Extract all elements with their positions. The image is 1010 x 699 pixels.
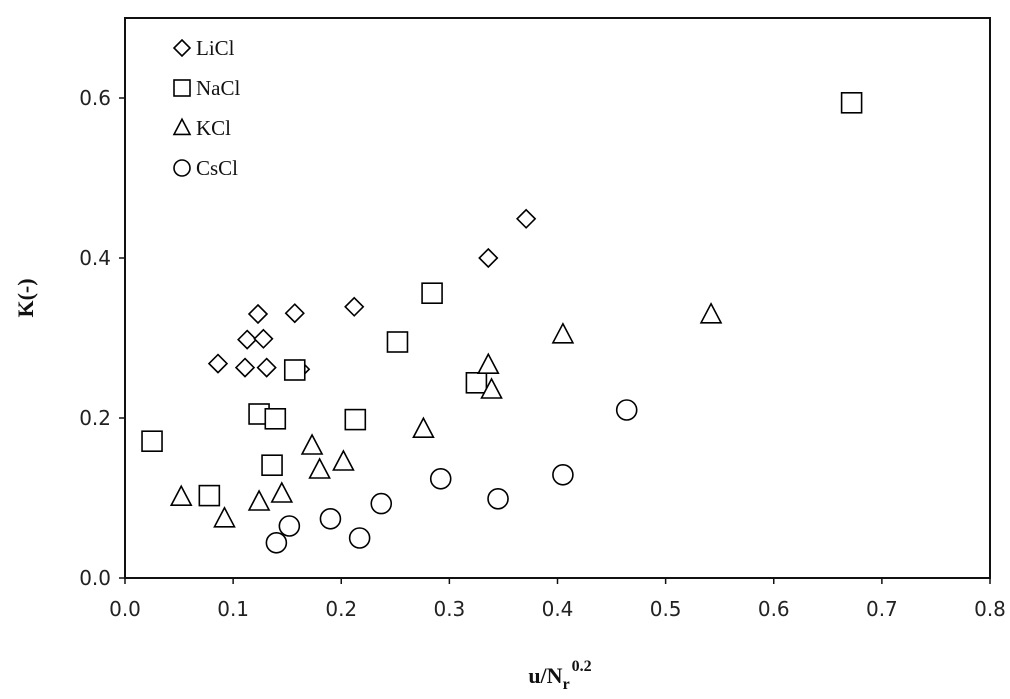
y-tick-label: 0.6: [79, 86, 111, 110]
point: [429, 467, 452, 490]
point: [412, 416, 435, 439]
point: [478, 247, 499, 269]
point: [615, 399, 638, 421]
point: [265, 531, 288, 554]
legend-marker: [172, 38, 192, 58]
point: [421, 282, 443, 305]
x-tick-label: 0.6: [758, 597, 790, 621]
point: [234, 357, 256, 378]
point: [256, 357, 277, 378]
x-axis-label-sup: 0.2: [572, 658, 592, 675]
legend-marker: [172, 117, 192, 136]
point: [551, 322, 575, 344]
point: [198, 484, 221, 507]
y-tick-label: 0.0: [79, 566, 111, 590]
x-axis-label-sub: r: [563, 676, 570, 693]
x-tick-label: 0.2: [325, 597, 357, 621]
point: [344, 296, 365, 317]
point: [207, 353, 229, 374]
x-axis-label-base: u/N: [528, 663, 562, 688]
point: [840, 92, 863, 114]
point: [480, 377, 503, 399]
point: [237, 329, 258, 350]
point: [261, 454, 283, 477]
point: [487, 487, 509, 510]
legend-marker: [173, 159, 191, 177]
x-tick-label: 0.8: [974, 597, 1006, 621]
x-tick-label: 0.0: [109, 597, 141, 621]
y-axis-label: K(-): [13, 278, 38, 317]
legend-label: LiCl: [196, 36, 235, 60]
x-tick-label: 0.3: [433, 597, 465, 621]
point: [247, 489, 271, 511]
legend-marker: [173, 79, 191, 97]
point: [465, 371, 488, 394]
point: [516, 208, 537, 229]
point: [284, 303, 305, 324]
x-tick-label: 0.4: [542, 597, 574, 621]
x-tick-label: 0.5: [650, 597, 682, 621]
point: [283, 359, 306, 381]
point: [348, 527, 371, 549]
y-tick-label: 0.2: [79, 406, 111, 430]
y-tick-label: 0.4: [79, 246, 111, 270]
point: [699, 302, 723, 324]
point: [344, 408, 367, 431]
point: [308, 457, 331, 479]
point: [386, 331, 409, 353]
legend-label: CsCl: [196, 156, 238, 180]
point: [141, 430, 163, 453]
legend-label: KCl: [196, 116, 231, 140]
x-tick-label: 0.7: [866, 597, 898, 621]
point: [476, 352, 500, 375]
x-axis-label: u/Nr0.2: [528, 658, 591, 693]
point: [247, 303, 269, 325]
legend-label: NaCl: [196, 76, 240, 100]
point: [300, 433, 324, 455]
point: [253, 328, 274, 349]
point: [270, 481, 294, 503]
point: [278, 515, 301, 537]
x-tick-label: 0.1: [217, 597, 249, 621]
point: [370, 492, 393, 515]
point: [332, 449, 355, 471]
point: [264, 407, 287, 430]
point: [169, 484, 193, 507]
point: [213, 506, 236, 528]
point: [552, 463, 574, 486]
point: [319, 507, 342, 530]
